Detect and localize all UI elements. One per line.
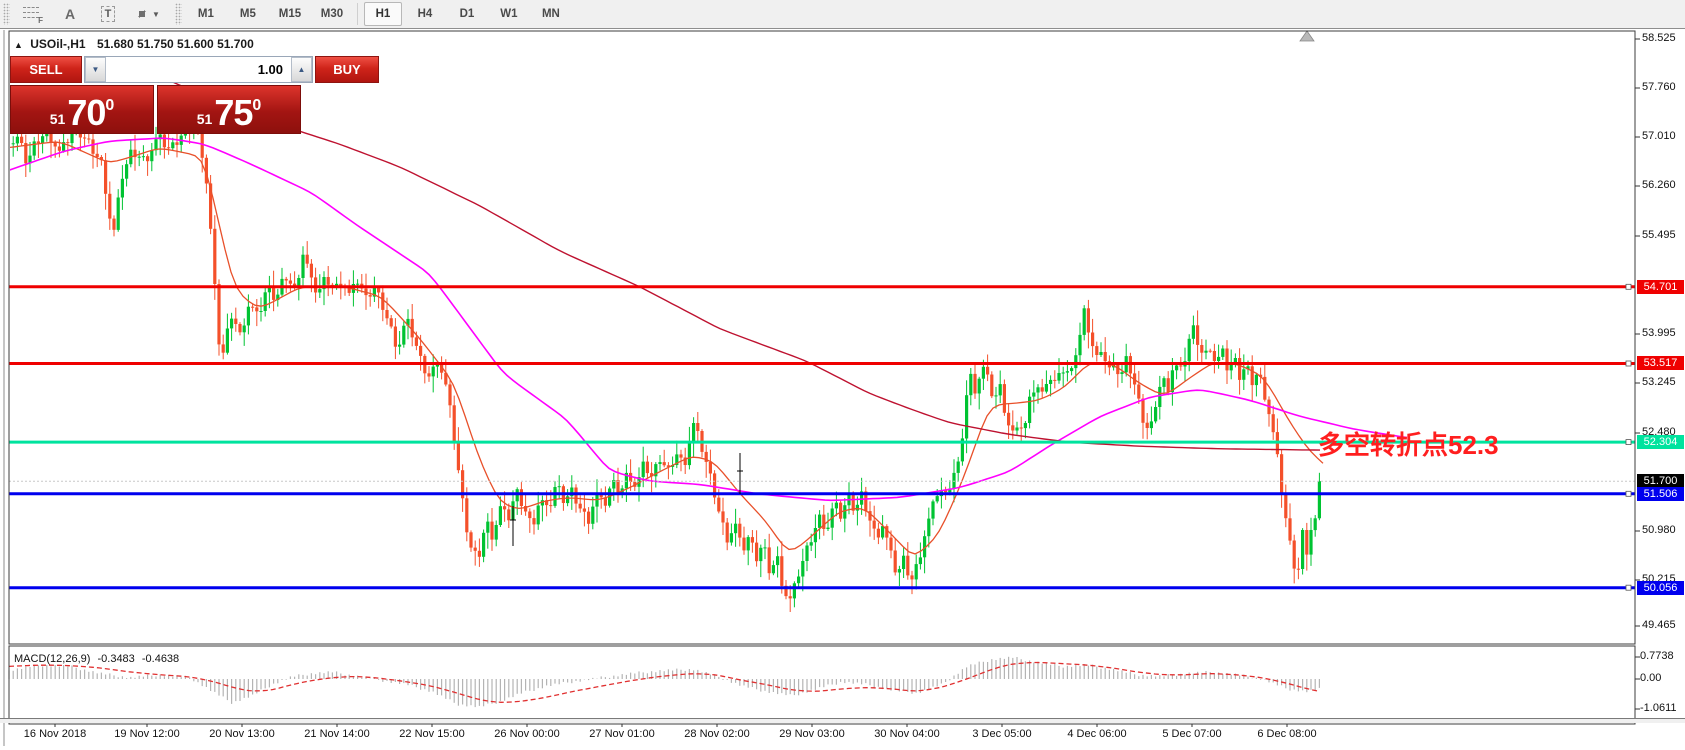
price-level-tag: 54.701: [1637, 280, 1684, 294]
fibonacci-tool-button[interactable]: F: [15, 2, 49, 26]
volume-group: ▼ ▲: [84, 56, 313, 83]
chart-window: ▲ USOil-,H1 51.680 51.750 51.600 51.700 …: [0, 28, 1685, 750]
sell-price-figure: 51: [49, 111, 66, 127]
toolbar-separator: [356, 3, 358, 25]
price-tick-label: 56.260: [1642, 179, 1676, 191]
time-axis-label: 21 Nov 14:00: [304, 728, 370, 740]
time-axis-label: 28 Nov 02:00: [684, 728, 750, 740]
buy-price-panel[interactable]: 51 75 0: [157, 85, 301, 134]
chart-canvas[interactable]: [0, 29, 1685, 750]
price-level-tag: 51.506: [1637, 487, 1684, 501]
timeframe-button-mn[interactable]: MN: [541, 8, 560, 20]
macd-signal-line: [8, 661, 1318, 703]
toolbar-drag-handle[interactable]: [3, 3, 10, 25]
collapse-triangle-icon[interactable]: ▲: [14, 40, 23, 50]
timeframe-button-m1[interactable]: M1: [197, 8, 214, 20]
time-axis-label: 20 Nov 13:00: [209, 728, 275, 740]
toolbar: F A T ▼ M1 M5 M15 M30 H1 H4 D1 W1 MN: [0, 0, 1685, 28]
timeframe-button-h4[interactable]: H4: [417, 8, 433, 20]
window-bottom-edge: [0, 718, 1685, 723]
buy-price-point: 0: [252, 97, 262, 114]
line-anchor-handle[interactable]: [1625, 439, 1632, 446]
time-axis-label: 29 Nov 03:00: [779, 728, 845, 740]
toolbar-drag-handle-2[interactable]: [174, 3, 182, 25]
time-axis-label: 26 Nov 00:00: [494, 728, 560, 740]
ohlc-quote-label: 51.680 51.750 51.600 51.700: [96, 37, 254, 51]
candles-layer: [11, 111, 1321, 612]
fibonacci-icon: F: [23, 6, 43, 25]
buy-button[interactable]: BUY: [315, 56, 379, 83]
time-axis-label: 3 Dec 05:00: [972, 728, 1032, 740]
chart-shift-triangle[interactable]: [1299, 30, 1315, 42]
line-anchor-handle[interactable]: [1625, 490, 1632, 497]
time-axis-label: 19 Nov 12:00: [114, 728, 180, 740]
time-axis-label: 5 Dec 07:00: [1162, 728, 1222, 740]
price-level-tag: 50.056: [1637, 581, 1684, 595]
symbol-period-label: USOil-,H1: [30, 37, 86, 51]
price-tick-label: 57.760: [1642, 81, 1676, 93]
line-anchor-handle[interactable]: [1625, 283, 1632, 290]
timeframe-button-h1[interactable]: H1: [363, 2, 402, 26]
macd-signal-value: -0.4638: [141, 653, 180, 665]
timeframe-button-m30[interactable]: M30: [320, 8, 344, 20]
main-plot-border: [8, 30, 1636, 645]
price-tick-label: 53.245: [1642, 376, 1676, 388]
price-tick-label: 55.495: [1642, 229, 1676, 241]
buy-price-figure: 51: [196, 111, 213, 127]
timeframe-button-m15[interactable]: M15: [278, 8, 302, 20]
time-axis-label: 27 Nov 01:00: [589, 728, 655, 740]
chevron-down-icon: ▼: [152, 9, 160, 19]
text-label-tool-button[interactable]: A: [53, 2, 87, 26]
volume-input[interactable]: [106, 57, 291, 82]
time-axis-label: 16 Nov 2018: [23, 728, 87, 740]
macd-axis-label: -1.0611: [1640, 702, 1677, 714]
sell-price-pips: 70: [67, 92, 106, 133]
macd-plot-border: [8, 645, 1636, 725]
price-level-tag: 51.700: [1637, 474, 1684, 488]
ma-mid-line: [10, 137, 1408, 502]
sell-price-panel[interactable]: 51 70 0: [10, 85, 154, 134]
buy-price-pips: 75: [214, 92, 253, 133]
price-tick-label: 58.525: [1642, 32, 1676, 44]
text-box-icon: T: [100, 6, 116, 22]
ma-slow-line: [149, 71, 1321, 451]
sell-price-point: 0: [105, 97, 115, 114]
chart-annotation-text: 多空转折点52.3: [1318, 430, 1499, 460]
time-axis-label: 6 Dec 08:00: [1257, 728, 1317, 740]
price-level-tag: 53.517: [1637, 356, 1684, 370]
timeframe-button-w1[interactable]: W1: [500, 8, 518, 20]
price-tick-label: 57.010: [1642, 130, 1676, 142]
arrows-tool-button[interactable]: ▼: [129, 2, 165, 26]
macd-layer: [8, 656, 1321, 708]
timeframe-button-d1[interactable]: D1: [459, 8, 475, 20]
time-axis-label: 22 Nov 15:00: [399, 728, 465, 740]
price-tick-label: 53.995: [1642, 327, 1676, 339]
line-anchor-handle[interactable]: [1625, 584, 1632, 591]
arrows-icon: [131, 3, 153, 25]
chart-title: ▲ USOil-,H1 51.680 51.750 51.600 51.700: [14, 37, 254, 51]
time-axis-label: 30 Nov 04:00: [874, 728, 940, 740]
macd-axis-label: 0.7738: [1640, 650, 1674, 662]
macd-name: MACD(12,26,9): [14, 653, 91, 665]
macd-indicator-label: MACD(12,26,9) -0.3483 -0.4638: [14, 653, 179, 665]
macd-main-value: -0.3483: [97, 653, 135, 665]
volume-decrease-button[interactable]: ▼: [85, 57, 106, 82]
letter-a-icon: A: [64, 6, 76, 22]
timeframe-button-m5[interactable]: M5: [239, 8, 256, 20]
macd-axis-label: 0.00: [1640, 672, 1662, 684]
price-level-tag: 52.304: [1637, 435, 1684, 449]
line-anchor-handle[interactable]: [1625, 360, 1632, 367]
text-tool-button[interactable]: T: [91, 2, 125, 26]
timeframe-bar: M1 M5 M15 M30 H1 H4 D1 W1 MN: [185, 2, 572, 26]
price-tick-label: 49.465: [1642, 619, 1676, 631]
price-tick-label: 50.980: [1642, 524, 1676, 536]
volume-increase-button[interactable]: ▲: [291, 57, 312, 82]
time-axis-label: 4 Dec 06:00: [1067, 728, 1127, 740]
sell-button[interactable]: SELL: [10, 56, 82, 83]
